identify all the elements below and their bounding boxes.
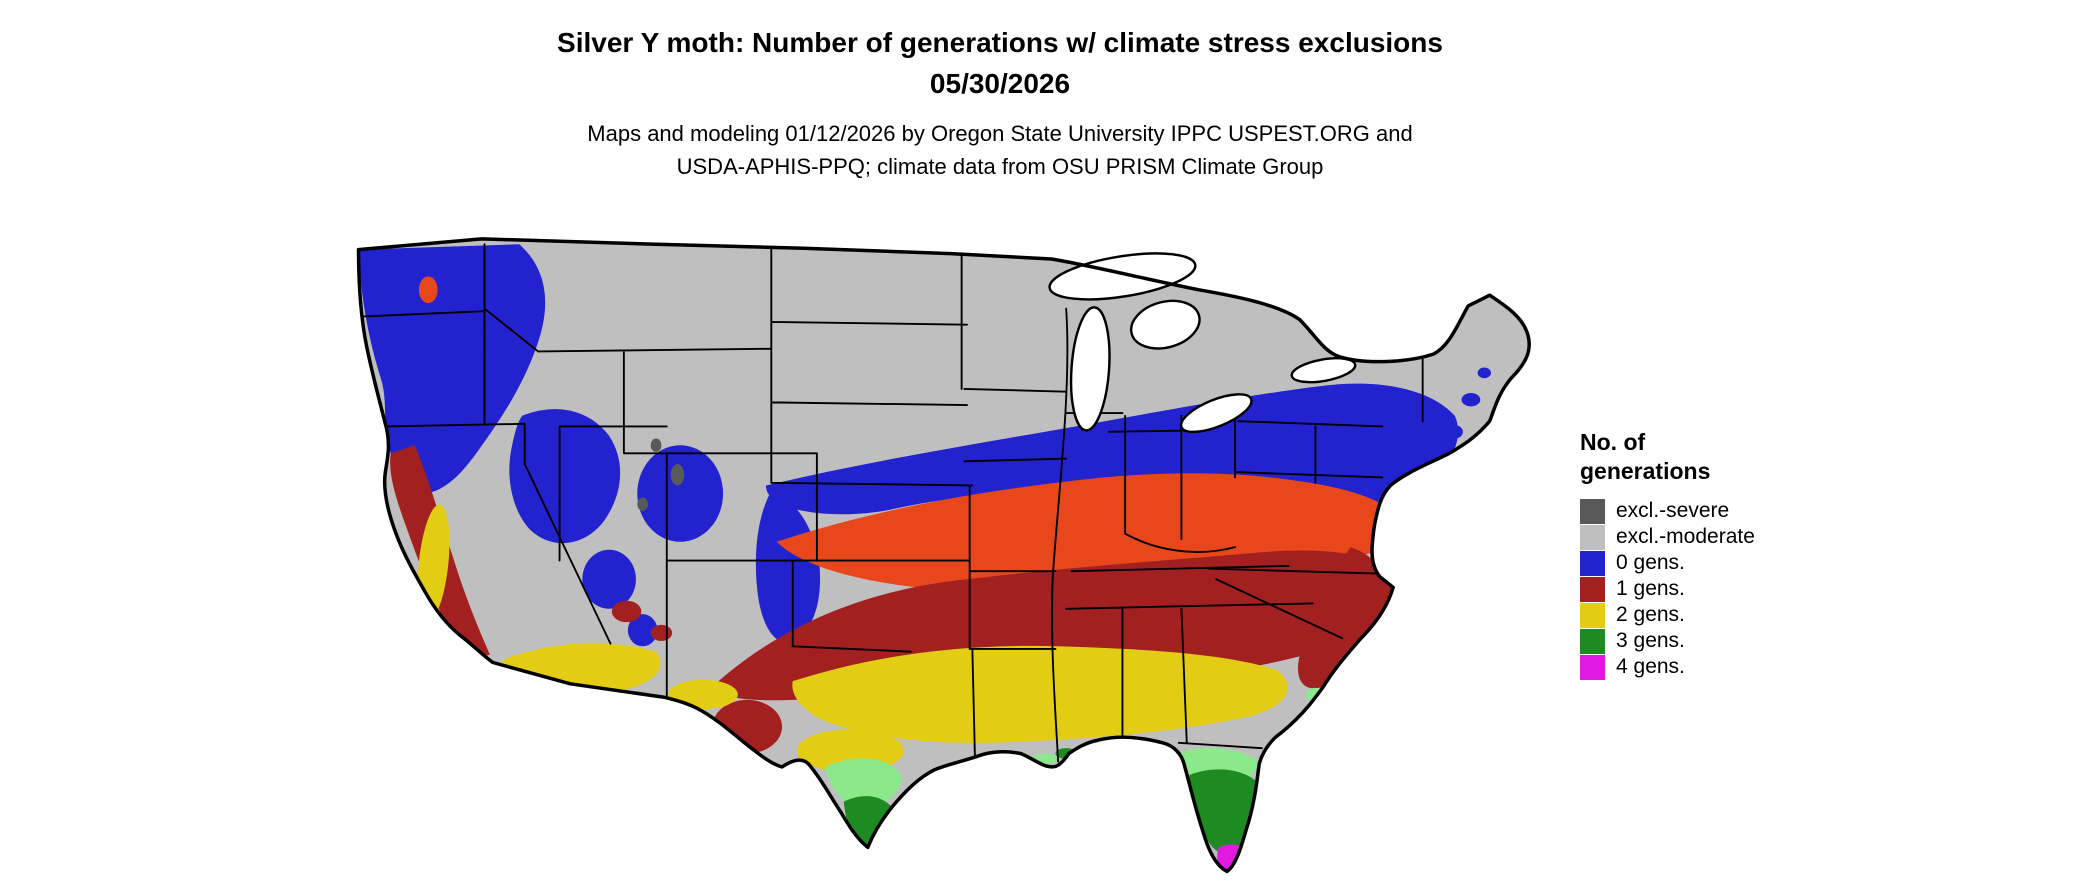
map-subtitle-line1: Maps and modeling 01/12/2026 by Oregon S… bbox=[587, 121, 1413, 146]
us-map-svg bbox=[356, 237, 1531, 874]
map-legend: No. of generations excl.-severe excl.-mo… bbox=[1580, 428, 1755, 680]
legend-item-1-gens: 1 gens. bbox=[1580, 576, 1755, 602]
region-4-gens bbox=[861, 843, 1249, 872]
legend-swatch-excl-severe bbox=[1580, 498, 1605, 524]
map-subtitle: Maps and modeling 01/12/2026 by Oregon S… bbox=[0, 117, 2000, 183]
legend-label-1-gens: 1 gens. bbox=[1616, 577, 1685, 600]
legend-swatch-0-gens bbox=[1580, 550, 1605, 576]
legend-item-2-gens: 2 gens. bbox=[1580, 602, 1755, 628]
legend-title-line2: generations bbox=[1580, 458, 1711, 484]
legend-title-line1: No. of bbox=[1580, 429, 1646, 455]
us-generations-map bbox=[321, 228, 1554, 885]
region-excl-severe bbox=[637, 438, 685, 511]
map-header: Silver Y moth: Number of generations w/ … bbox=[0, 22, 2000, 183]
legend-swatch-1-gens bbox=[1580, 576, 1605, 602]
lake-michigan bbox=[1069, 306, 1111, 432]
legend-item-4-gens: 4 gens. bbox=[1580, 654, 1755, 680]
legend-label-0-gens: 0 gens. bbox=[1616, 551, 1685, 574]
map-subtitle-line2: USDA-APHIS-PPQ; climate data from OSU PR… bbox=[676, 154, 1324, 179]
legend-label-4-gens: 4 gens. bbox=[1616, 655, 1685, 678]
lake-ontario bbox=[1290, 357, 1357, 384]
lake-erie bbox=[1179, 393, 1253, 434]
legend-label-excl-severe: excl.-severe bbox=[1616, 499, 1730, 522]
legend-label-3-gens: 3 gens. bbox=[1616, 629, 1685, 652]
legend-label-2-gens: 2 gens. bbox=[1616, 603, 1685, 626]
legend-items: excl.-severe excl.-moderate 0 gens. 1 ge… bbox=[1580, 498, 1755, 680]
legend-label-excl-moderate: excl.-moderate bbox=[1616, 525, 1755, 548]
legend-swatch-2-gens bbox=[1580, 602, 1605, 628]
legend-item-excl-moderate: excl.-moderate bbox=[1580, 524, 1755, 550]
legend-item-excl-severe: excl.-severe bbox=[1580, 498, 1755, 524]
lake-huron bbox=[1129, 299, 1201, 350]
legend-swatch-excl-moderate bbox=[1580, 524, 1605, 550]
legend-item-0-gens: 0 gens. bbox=[1580, 550, 1755, 576]
map-title: Silver Y moth: Number of generations w/ … bbox=[557, 27, 1443, 58]
legend-swatch-4-gens bbox=[1580, 654, 1605, 680]
map-date: 05/30/2026 bbox=[929, 68, 1071, 99]
legend-item-3-gens: 3 gens. bbox=[1580, 628, 1755, 654]
legend-swatch-3-gens bbox=[1580, 628, 1605, 654]
